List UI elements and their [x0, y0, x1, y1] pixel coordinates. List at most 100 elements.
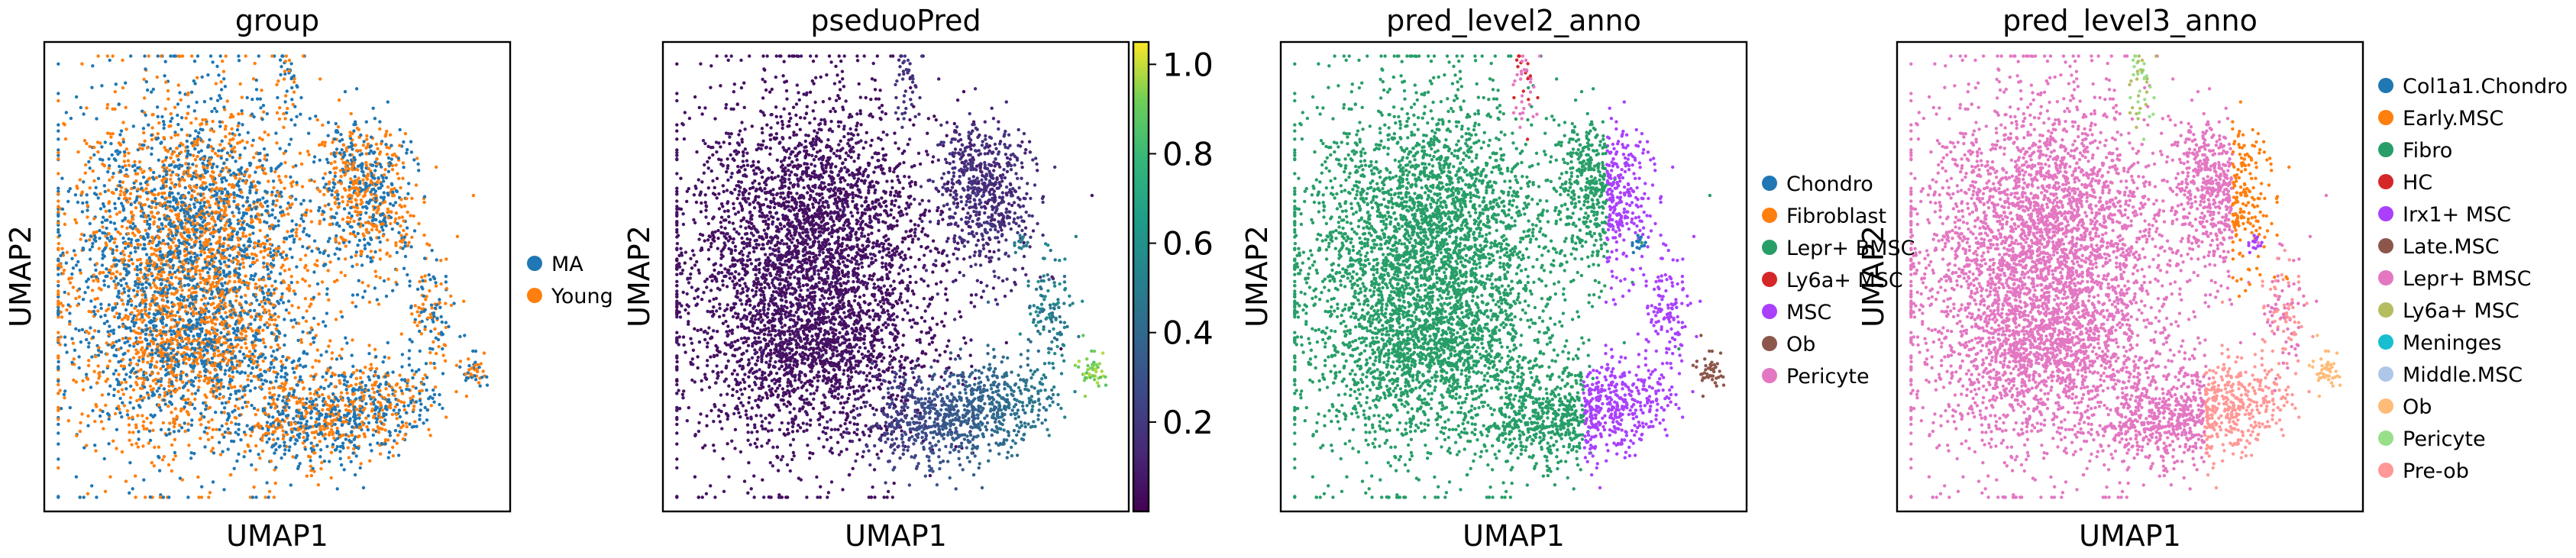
scatter-point: [250, 315, 253, 318]
scatter-point: [364, 366, 367, 369]
scatter-point: [312, 467, 315, 470]
scatter-point: [195, 164, 198, 167]
scatter-point: [122, 287, 125, 290]
scatter-point: [158, 175, 161, 178]
scatter-point: [296, 383, 299, 386]
scatter-point: [233, 134, 236, 137]
scatter-point: [291, 455, 294, 458]
scatter-point: [186, 92, 189, 95]
scatter-point: [222, 162, 225, 165]
scatter-point: [148, 218, 151, 221]
scatter-point: [218, 237, 221, 240]
scatter-point: [170, 112, 173, 115]
scatter-point: [194, 158, 197, 161]
scatter-point: [227, 431, 230, 434]
scatter-point: [176, 114, 179, 117]
scatter-point: [137, 359, 141, 362]
scatter-point: [215, 82, 218, 85]
scatter-point: [215, 65, 218, 68]
scatter-point: [258, 165, 261, 168]
scatter-point: [240, 248, 243, 251]
scatter-point: [120, 298, 123, 302]
scatter-point: [301, 381, 304, 384]
scatter-point: [170, 443, 173, 447]
scatter-point: [128, 376, 131, 379]
scatter-point: [186, 150, 189, 153]
scatter-point: [186, 145, 189, 148]
scatter-point: [134, 250, 137, 253]
scatter-point: [211, 120, 214, 123]
scatter-point: [259, 106, 262, 109]
scatter-point: [324, 437, 327, 440]
scatter-point: [213, 107, 216, 110]
scatter-point: [362, 486, 365, 489]
scatter-point: [265, 481, 268, 484]
scatter-point: [177, 177, 180, 180]
scatter-point: [141, 330, 144, 333]
scatter-point: [175, 335, 178, 338]
scatter-point: [340, 463, 343, 466]
scatter-point: [266, 421, 269, 424]
scatter-point: [165, 373, 168, 376]
scatter-point: [141, 414, 144, 417]
scatter-point: [263, 396, 267, 399]
scatter-point: [123, 404, 126, 407]
scatter-point: [238, 389, 241, 392]
scatter-point: [293, 289, 296, 292]
scatter-point: [161, 365, 164, 368]
scatter-point: [183, 254, 186, 257]
scatter-point: [339, 457, 342, 460]
scatter-point: [165, 260, 168, 263]
scatter-point: [181, 144, 184, 147]
scatter-point: [205, 185, 208, 189]
scatter-point: [198, 269, 201, 272]
scatter-point: [157, 291, 160, 294]
scatter-point: [102, 216, 105, 219]
scatter-point: [124, 314, 128, 317]
scatter-point: [252, 485, 255, 489]
scatter-point: [250, 463, 253, 466]
scatter-point: [145, 417, 148, 420]
scatter-point: [346, 380, 349, 383]
scatter-point: [194, 286, 197, 289]
scatter-point: [129, 54, 132, 57]
scatter-point: [193, 109, 196, 112]
scatter-point: [217, 380, 220, 383]
scatter-point: [73, 349, 76, 352]
scatter-point: [133, 246, 136, 249]
scatter-point: [206, 302, 209, 305]
scatter-point: [232, 214, 235, 218]
scatter-point: [271, 202, 274, 205]
scatter-point: [222, 227, 225, 231]
scatter-point: [227, 386, 230, 389]
scatter-point: [309, 425, 312, 428]
scatter-point: [234, 336, 238, 339]
scatter-point: [188, 305, 191, 308]
scatter-point: [236, 263, 239, 266]
scatter-point: [233, 280, 236, 283]
scatter-point: [288, 143, 291, 146]
scatter-point: [121, 59, 124, 62]
scatter-point: [199, 370, 202, 373]
scatter-point: [230, 127, 233, 131]
scatter-point: [267, 428, 270, 431]
scatter-point: [148, 283, 151, 286]
scatter-point: [283, 440, 286, 443]
scatter-point: [143, 220, 146, 223]
scatter-point: [207, 495, 210, 498]
scatter-point: [120, 284, 123, 287]
scatter-point: [176, 289, 179, 292]
scatter-point: [237, 54, 240, 57]
scatter-point: [183, 276, 186, 279]
scatter-point: [263, 246, 266, 249]
scatter-point: [99, 271, 102, 274]
scatter-point: [190, 353, 193, 356]
scatter-point: [235, 398, 238, 401]
scatter-point: [305, 397, 309, 400]
scatter-point: [166, 206, 169, 209]
scatter-point: [316, 348, 319, 351]
scatter-point: [190, 424, 193, 427]
scatter-point: [182, 386, 185, 389]
scatter-point: [162, 239, 165, 242]
scatter-point: [263, 131, 267, 134]
